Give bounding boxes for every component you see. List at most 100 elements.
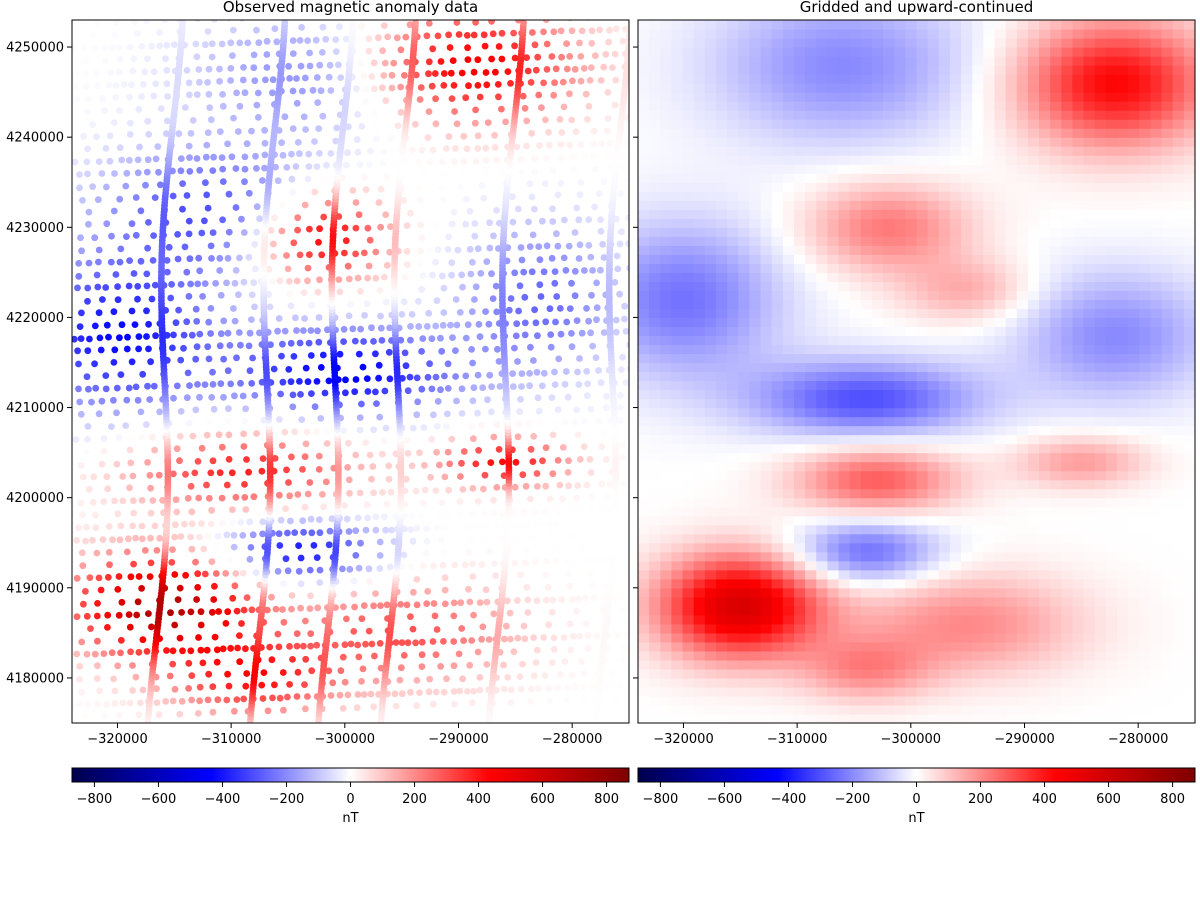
gridded-cell [1061, 695, 1074, 706]
gridded-cell [916, 668, 929, 679]
observed-point [232, 570, 240, 577]
gridded-cell [649, 632, 661, 643]
gridded-cell [805, 551, 817, 562]
gridded-cell [838, 623, 851, 634]
gridded-cell [894, 695, 906, 706]
observed-point [111, 700, 119, 707]
observed-point [406, 21, 414, 29]
gridded-cell [1083, 605, 1096, 616]
observed-point [148, 623, 155, 631]
gridded-cell [1183, 704, 1195, 715]
gridded-cell [1039, 668, 1051, 679]
observed-point [111, 170, 118, 177]
observed-point [380, 72, 388, 79]
observed-point [123, 233, 130, 241]
observed-point [557, 27, 565, 35]
observed-point [531, 306, 538, 314]
gridded-cell [1027, 542, 1040, 553]
gridded-cell [1039, 659, 1051, 670]
observed-point [392, 639, 400, 646]
observed-point [179, 20, 186, 27]
observed-point [242, 405, 250, 413]
observed-point [236, 102, 244, 110]
observed-point [590, 532, 598, 539]
observed-point [271, 455, 279, 462]
gridded-cell [715, 578, 728, 589]
observed-point [457, 473, 464, 480]
gridded-cell [1161, 623, 1174, 634]
observed-point [294, 139, 302, 146]
gridded-cell [771, 587, 784, 598]
gridded-cell [1027, 641, 1040, 652]
observed-point [91, 322, 99, 330]
observed-point [455, 31, 463, 38]
gridded-cell [1016, 488, 1029, 499]
gridded-cell [927, 677, 940, 688]
observed-point [63, 665, 70, 672]
gridded-cell [1050, 659, 1062, 670]
observed-point [372, 513, 380, 521]
gridded-cell [1016, 596, 1029, 607]
observed-point [551, 79, 558, 87]
observed-point [326, 527, 334, 535]
observed-point [370, 426, 377, 434]
observed-point [125, 611, 133, 618]
observed-point [115, 68, 123, 76]
gridded-cell [771, 668, 784, 679]
observed-point [183, 268, 191, 276]
observed-point [367, 147, 374, 155]
observed-point [576, 456, 584, 463]
observed-point [177, 167, 185, 175]
observed-point [63, 449, 70, 456]
gridded-cell [905, 515, 918, 526]
gridded-cell [1128, 695, 1140, 706]
observed-point [276, 277, 284, 285]
observed-point [408, 512, 416, 520]
observed-point [573, 607, 581, 615]
observed-point [580, 670, 588, 678]
gridded-cell [704, 632, 717, 643]
gridded-cell [1183, 506, 1195, 517]
observed-point [593, 632, 601, 640]
observed-point [198, 444, 206, 452]
observed-point [183, 67, 191, 74]
observed-point [534, 684, 542, 692]
observed-point [419, 272, 427, 279]
gridded-cell [1027, 686, 1040, 697]
gridded-cell [682, 668, 695, 679]
gridded-cell [938, 596, 951, 607]
gridded-cell [1083, 659, 1096, 670]
observed-point [563, 65, 571, 73]
observed-point [423, 32, 431, 40]
observed-point [358, 123, 366, 130]
observed-point [77, 410, 85, 418]
observed-point [490, 433, 498, 441]
observed-point [568, 27, 576, 35]
observed-point [498, 510, 506, 517]
observed-point [352, 199, 360, 206]
gridded-cell [905, 533, 918, 544]
observed-point [317, 87, 325, 95]
gridded-cell [1183, 569, 1195, 580]
gridded-cell [660, 686, 673, 697]
gridded-cell [660, 677, 673, 688]
observed-point [584, 380, 591, 388]
observed-point [315, 338, 323, 346]
observed-point [476, 686, 484, 694]
observed-point [230, 114, 237, 122]
gridded-cell [927, 506, 940, 517]
gridded-cell [983, 686, 996, 697]
gridded-cell [983, 533, 996, 544]
observed-point [289, 125, 297, 132]
observed-point [409, 424, 417, 432]
gridded-cell [961, 704, 973, 715]
observed-point [163, 647, 170, 654]
observed-point [227, 644, 235, 652]
gridded-cell [1183, 623, 1195, 634]
gridded-cell [894, 641, 906, 652]
observed-point [556, 481, 564, 489]
observed-point [418, 638, 426, 646]
gridded-cell [1016, 668, 1029, 679]
observed-point [336, 691, 344, 699]
observed-point [475, 321, 483, 328]
